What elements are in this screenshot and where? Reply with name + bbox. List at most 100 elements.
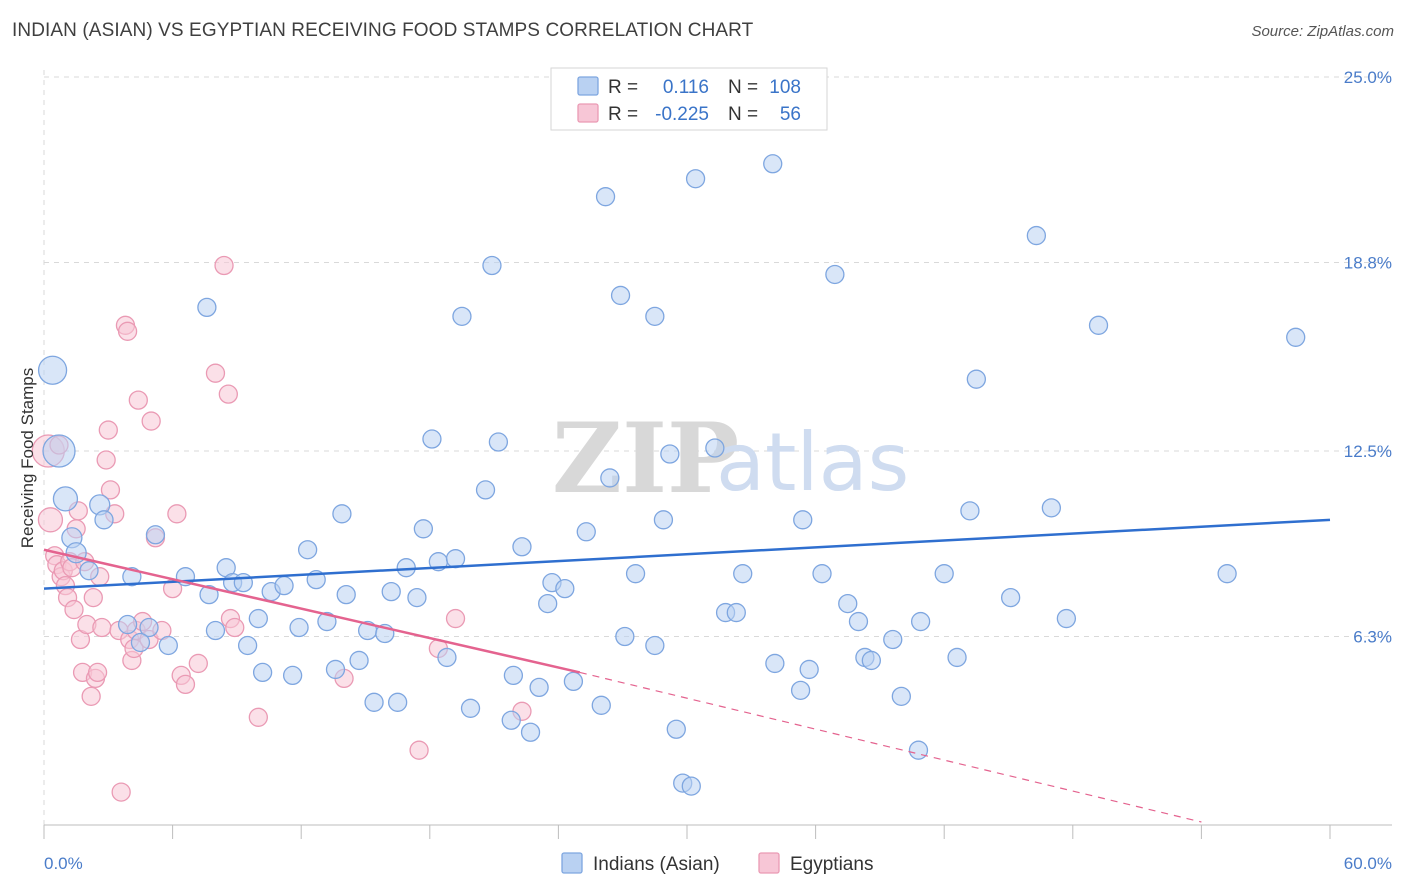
legend-swatch-indian [577,76,599,96]
indians-point [645,635,665,656]
indians-point [600,468,620,488]
egyptians-point [225,617,245,638]
indians-point [297,540,318,560]
egyptians-point [218,384,238,404]
egyptians-point [98,420,118,440]
indians-point [763,154,783,174]
indians-point [145,525,166,545]
indians-point [407,587,427,608]
indians-point [910,611,931,632]
y-tick-labels: 6.3% 12.5% 18.8% 25.0% [1344,68,1392,647]
indians-point [681,776,701,796]
indians-point [445,549,466,569]
y-tick-label: 6.3% [1353,628,1392,647]
indians-point [966,369,986,389]
egyptians-point [167,504,187,524]
series-legend-swatch-indian [561,852,583,874]
indians-point [488,432,509,452]
legend-r-label-indian: R = [608,77,638,98]
series-legend-label-indian: Indians (Asian) [593,854,720,875]
indians-point [1000,587,1021,608]
egyptians-point [92,617,112,638]
indians-point [1088,315,1109,335]
indians-point [848,611,869,632]
x-tick-label-min: 0.0% [44,854,83,873]
egyptians-point [445,608,466,629]
indians-point [1056,608,1077,629]
indians-point [252,662,273,683]
egyptians-point [248,707,268,727]
indians-point [117,614,138,635]
indians-point [733,564,753,584]
indians-point [289,617,309,638]
indians-point [233,572,253,593]
series-legend: Indians (Asian) Egyptians [561,852,873,875]
egyptians-point [111,782,131,802]
egyptians-point [409,740,429,760]
legend-n-label-egypt: N = [728,104,758,125]
indians-point [452,306,472,327]
watermark: ZIP atlas [552,402,909,515]
indians-point [332,504,352,524]
egyptians-point [214,255,234,276]
egyptians-trend-extension [579,671,1202,823]
indians-point [197,297,217,318]
legend-n-value-egypt: 56 [780,104,801,125]
y-tick-label: 12.5% [1344,442,1392,461]
indians-point [199,584,219,605]
grid-lines [43,70,1392,825]
egyptians-point [128,390,148,410]
legend-n-value-indian: 108 [769,77,801,98]
egyptians-point [188,653,208,674]
indians-point [825,264,845,285]
y-axis-title: Receiving Food Stamps [18,368,37,548]
y-tick-label: 25.0% [1344,68,1392,87]
indians-point [387,692,408,712]
indians-point [653,510,674,530]
indians-point [861,650,881,671]
indians-point [685,169,706,189]
egyptians-trend-line [43,548,581,674]
egyptians-point [175,674,196,695]
indians-point [645,306,665,327]
indians-point [336,584,356,605]
indians-point [1041,498,1062,518]
indians-point [364,692,384,712]
indians-point [422,429,442,449]
indians-point [793,510,813,530]
indians-point [666,719,686,739]
indians-point [317,611,337,632]
indians-point [908,740,929,760]
chart-title: INDIAN (ASIAN) VS EGYPTIAN RECEIVING FOO… [12,20,754,41]
indians-point [282,665,303,686]
indians-point [947,647,967,668]
indians-point [563,671,584,692]
legend-r-label-egypt: R = [608,104,638,125]
indians-point [812,564,832,584]
indians-point [625,564,646,584]
egyptians-point [96,450,116,470]
x-ticks [43,825,1331,839]
indians-point [482,255,502,276]
indians-point [934,564,954,584]
indians-point [130,632,151,653]
indians-point [460,698,481,718]
indians-point [883,629,903,650]
watermark-zip: ZIP [552,402,739,515]
indians-point [790,680,811,701]
trend-lines [43,518,1331,823]
legend-n-label-indian: N = [728,77,758,98]
indians-point [538,593,558,614]
stats-legend: R = 0.116 N = 108 R = -0.225 N = 56 [550,67,828,131]
y-tick-label: 18.8% [1344,254,1392,273]
indians-point [960,501,980,521]
legend-r-value-indian: 0.116 [663,77,709,98]
indians-point [591,695,611,715]
egyptians-point [37,507,64,533]
indians-point [705,438,725,458]
legend-swatch-egypt [577,103,599,123]
indians-point [274,575,294,596]
indians-point [1286,327,1306,347]
indians-point [726,602,746,623]
